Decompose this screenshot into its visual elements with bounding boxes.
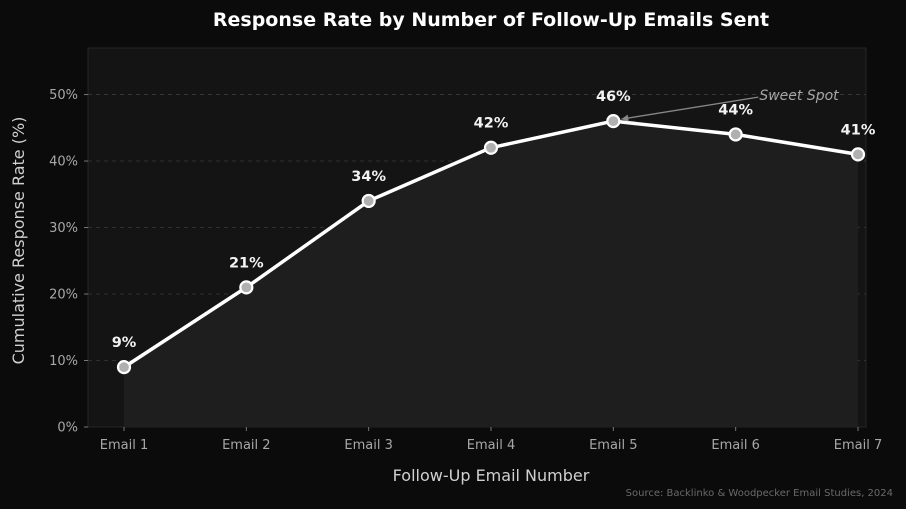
y-tick-label: 40%	[49, 155, 78, 170]
x-axis-ticks: Email 1 Email 2 Email 3 Email 4 Email 5 Email…	[100, 427, 882, 453]
sweet-spot-annotation: Sweet Spot	[621, 88, 839, 122]
y-tick-label: 20%	[49, 288, 78, 303]
x-tick-label: Email 6	[711, 438, 759, 453]
data-point	[361, 193, 376, 209]
data-label: 42%	[474, 116, 509, 132]
data-label: 34%	[351, 169, 386, 185]
y-axis-label: Cumulative Response Rate (%)	[9, 117, 28, 365]
data-point	[116, 360, 132, 375]
data-label: 46%	[596, 89, 631, 105]
chart-title: Response Rate by Number of Follow-Up Ema…	[213, 9, 769, 31]
annotation-arrowhead	[621, 114, 629, 122]
y-axis-ticks: 0% 10% 20% 30% 40% 50%	[49, 88, 88, 436]
data-point	[728, 127, 743, 142]
y-tick-label: 30%	[49, 221, 78, 236]
data-label: 9%	[112, 335, 137, 351]
area-fill	[124, 121, 858, 427]
x-axis-label: Follow-Up Email Number	[393, 466, 590, 485]
x-tick-label: Email 2	[222, 438, 270, 453]
annotation-arrow	[621, 96, 759, 120]
y-tick-label: 10%	[49, 354, 78, 369]
x-tick-label: Email 1	[100, 438, 148, 453]
data-point	[239, 280, 254, 295]
data-label: 44%	[718, 102, 753, 118]
data-labels: 9% 21% 34% 42% 46% 44% 41%	[112, 89, 876, 351]
y-tick-label: 50%	[49, 88, 78, 103]
data-points	[116, 114, 866, 375]
x-tick-label: Email 4	[467, 438, 515, 453]
y-tick-label: 0%	[57, 421, 78, 436]
x-tick-label: Email 7	[834, 438, 882, 453]
data-point	[606, 114, 621, 129]
x-tick-label: Email 3	[344, 438, 392, 453]
data-point	[850, 147, 866, 162]
x-tick-label: Email 5	[589, 438, 637, 453]
data-label: 41%	[841, 122, 876, 138]
source-note: Source: Backlinko & Woodpecker Email Stu…	[626, 488, 893, 499]
data-point	[483, 140, 499, 155]
data-label: 21%	[229, 255, 264, 271]
annotation-text: Sweet Spot	[759, 88, 839, 104]
